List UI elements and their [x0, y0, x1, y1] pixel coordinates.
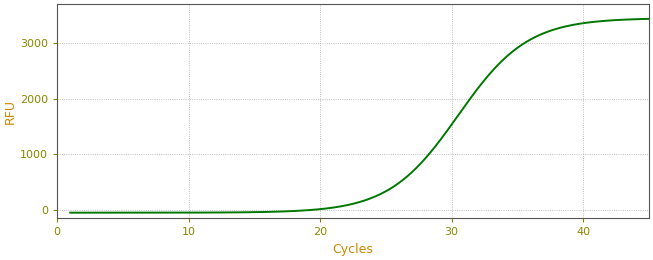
- Y-axis label: RFU: RFU: [4, 99, 17, 124]
- X-axis label: Cycles: Cycles: [332, 243, 374, 256]
